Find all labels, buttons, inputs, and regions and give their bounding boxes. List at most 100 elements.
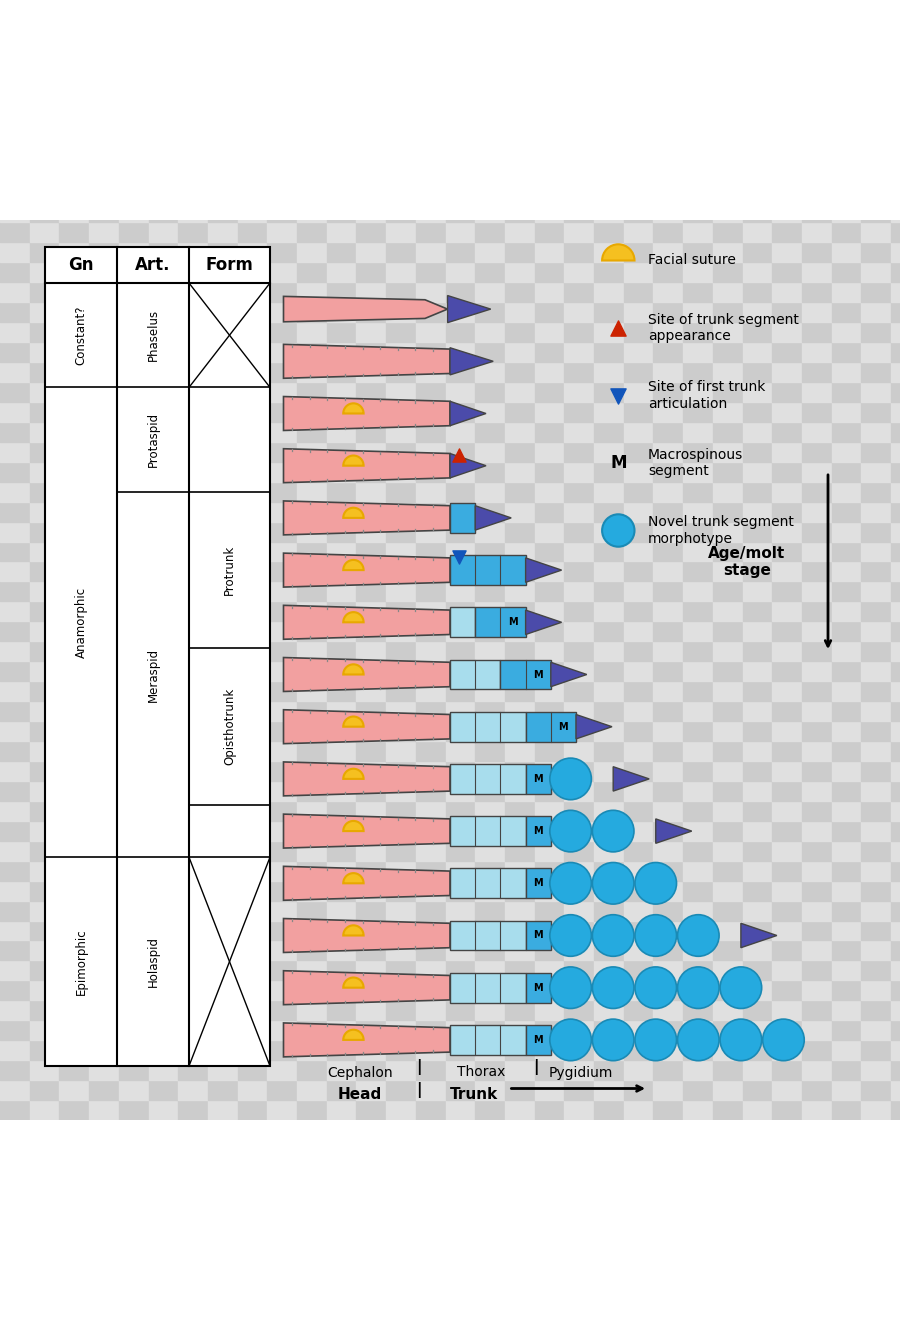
Bar [683,1020,713,1040]
Bar [208,382,238,402]
Bar [238,402,267,422]
Bar [416,342,446,362]
Bar [505,481,535,501]
Bar [594,382,624,402]
Bar [653,501,683,521]
Bar [475,921,505,941]
Bar [356,302,386,322]
Bar [742,302,772,322]
Bar [356,801,386,821]
Bar [0,501,30,521]
Bar [119,501,148,521]
Bar [119,761,148,781]
Bar [861,840,891,860]
Bar [148,541,178,561]
Bar [446,182,475,202]
Bar [564,263,594,283]
Bar [742,1020,772,1040]
Polygon shape [284,658,450,691]
Bar [564,921,594,941]
Bar [148,602,178,622]
Bar [526,1025,551,1055]
Bar [742,681,772,701]
Bar [356,442,386,462]
Bar [861,941,891,961]
Bar [327,362,356,382]
Bar [564,402,594,422]
Bar [267,382,297,402]
Bar [564,422,594,442]
Bar [386,840,416,860]
Bar [475,900,505,921]
Bar [450,607,475,638]
Circle shape [635,863,677,905]
Bar [713,941,742,961]
Bar [119,362,148,382]
Bar [772,382,802,402]
Bar [59,961,89,981]
Bar [297,302,327,322]
Bar [594,561,624,582]
Bar [0,860,30,880]
Bar [624,1040,653,1060]
Bar [416,661,446,681]
Bar [505,622,535,642]
Bar [356,222,386,243]
Bar [772,761,802,781]
Bar [178,362,208,382]
Bar [0,263,30,283]
Bar [594,182,624,202]
Bar [267,422,297,442]
Bar [297,602,327,622]
Bar [178,981,208,1001]
Bar [802,402,832,422]
Bar [832,501,861,521]
Bar [535,1001,564,1020]
Bar [802,622,832,642]
Bar [832,1100,861,1120]
Bar [564,642,594,661]
Bar [861,202,891,222]
Bar [297,382,327,402]
Bar [0,721,30,741]
Bar [564,442,594,462]
Bar [653,1001,683,1020]
Bar [327,501,356,521]
Bar [802,941,832,961]
Bar [683,263,713,283]
Bar [267,961,297,981]
Bar [297,442,327,462]
Bar [861,821,891,840]
Text: Facial suture: Facial suture [648,253,736,268]
Bar [772,362,802,382]
Bar [713,462,742,481]
Bar [208,283,238,302]
Bar [535,661,564,681]
Bar [505,661,535,681]
Bar [772,900,802,921]
Bar [832,661,861,681]
Bar [713,900,742,921]
Bar [0,222,30,243]
Bar [178,501,208,521]
Bar [624,622,653,642]
Bar [535,941,564,961]
Bar [59,941,89,961]
Bar [802,1020,832,1040]
Bar [594,721,624,741]
Bar [446,642,475,661]
Bar [416,961,446,981]
Bar [0,302,30,322]
Bar [30,422,59,442]
Bar [238,263,267,283]
Bar [327,442,356,462]
Wedge shape [343,821,364,831]
Bar [386,781,416,801]
Bar [178,462,208,481]
Bar [30,263,59,283]
Bar [89,840,119,860]
Bar [0,283,30,302]
Bar [0,582,30,602]
Bar [238,1080,267,1100]
Bar [505,322,535,342]
